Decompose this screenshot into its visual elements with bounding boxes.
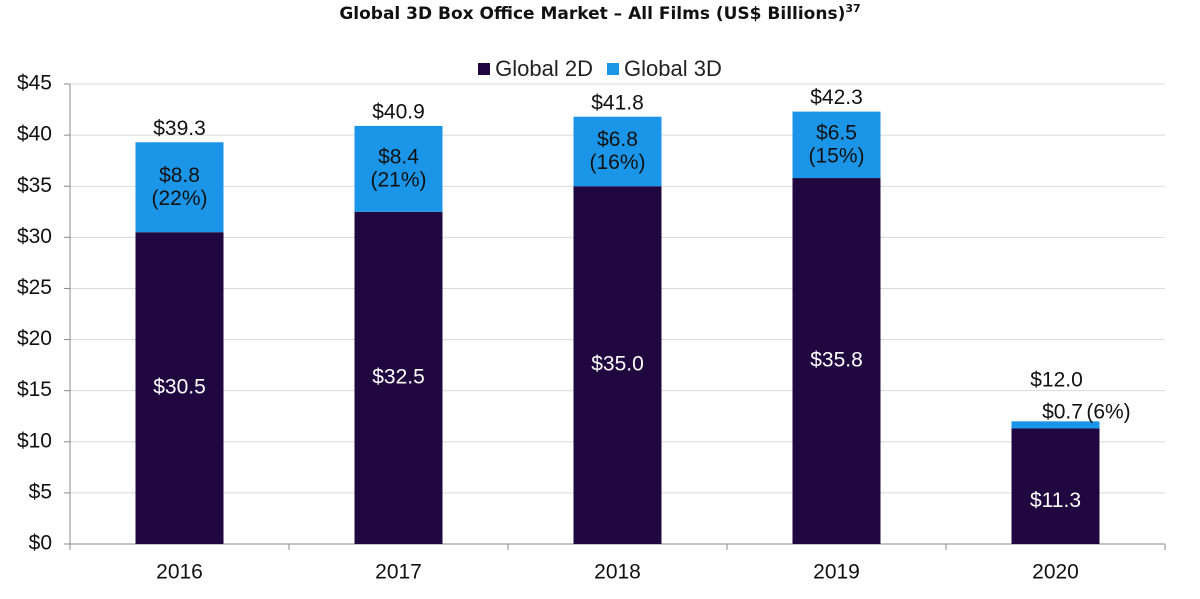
bar-3d-2020: [1011, 421, 1100, 429]
data-label-2d: $35.0: [591, 353, 644, 376]
bar-2d-2017: [354, 211, 443, 544]
y-tick-label: $35: [17, 174, 52, 197]
y-tick-label: $10: [17, 429, 52, 452]
data-label-3d-share: (15%): [808, 144, 864, 167]
legend-item-3d: Global 3D: [607, 56, 722, 82]
data-label-3d-share: (6%): [1086, 401, 1130, 424]
legend-label-3d: Global 3D: [624, 56, 722, 81]
bar-2d-2018: [573, 186, 662, 544]
data-label-total: $42.3: [810, 86, 863, 109]
data-label-3d: $6.5: [816, 121, 857, 144]
legend-swatch-3d: [607, 63, 619, 75]
y-tick-label: $30: [17, 225, 52, 248]
data-label-2d: $32.5: [372, 365, 425, 388]
legend-item-2d: Global 2D: [478, 56, 593, 82]
bar-2d-2019: [792, 178, 881, 545]
data-label-3d-share: (22%): [151, 187, 207, 210]
bar-3d-2018: [573, 116, 662, 187]
x-tick-label: 2018: [594, 561, 641, 584]
title-footnote: 37: [845, 2, 861, 15]
legend-label-2d: Global 2D: [495, 56, 593, 81]
data-label-3d-share: (21%): [370, 168, 426, 191]
y-tick-label: $15: [17, 378, 52, 401]
data-label-2d: $11.3: [1030, 489, 1081, 512]
data-label-3d-share: (16%): [589, 151, 645, 174]
bar-3d-2019: [792, 111, 881, 179]
y-tick-label: $0: [29, 532, 52, 555]
legend-swatch-2d: [478, 63, 491, 75]
data-label-3d: $8.4: [378, 145, 419, 168]
data-label-3d: $0.7: [1042, 401, 1083, 424]
data-label-total: $39.3: [153, 117, 206, 140]
bar-3d-2016: [135, 142, 224, 233]
y-tick-label: $40: [17, 123, 52, 146]
chart-title-text: Global 3D Box Office Market – All Films …: [339, 4, 846, 24]
x-tick-label: 2019: [813, 561, 860, 584]
y-tick-label: $5: [29, 480, 52, 503]
x-tick-label: 2016: [156, 561, 203, 584]
data-label-2d: $30.5: [153, 376, 206, 399]
data-label-total: $41.8: [591, 91, 644, 114]
data-label-total: $12.0: [1030, 369, 1083, 392]
data-label-2d: $35.8: [810, 349, 863, 372]
y-tick-label: $20: [17, 327, 52, 350]
bar-2d-2020: [1011, 428, 1100, 544]
chart-legend: Global 2D Global 3D: [0, 56, 1200, 82]
y-tick-label: $45: [17, 72, 52, 95]
bar-3d-2017: [354, 125, 443, 212]
data-label-total: $40.9: [372, 100, 425, 123]
data-label-3d: $8.8: [159, 164, 200, 187]
data-label-3d: $6.8: [597, 128, 638, 151]
x-tick-label: 2017: [375, 561, 422, 584]
x-tick-label: 2020: [1032, 561, 1079, 584]
bar-2d-2016: [135, 232, 224, 544]
y-tick-label: $25: [17, 276, 52, 299]
chart-title: Global 3D Box Office Market – All Films …: [0, 2, 1200, 24]
